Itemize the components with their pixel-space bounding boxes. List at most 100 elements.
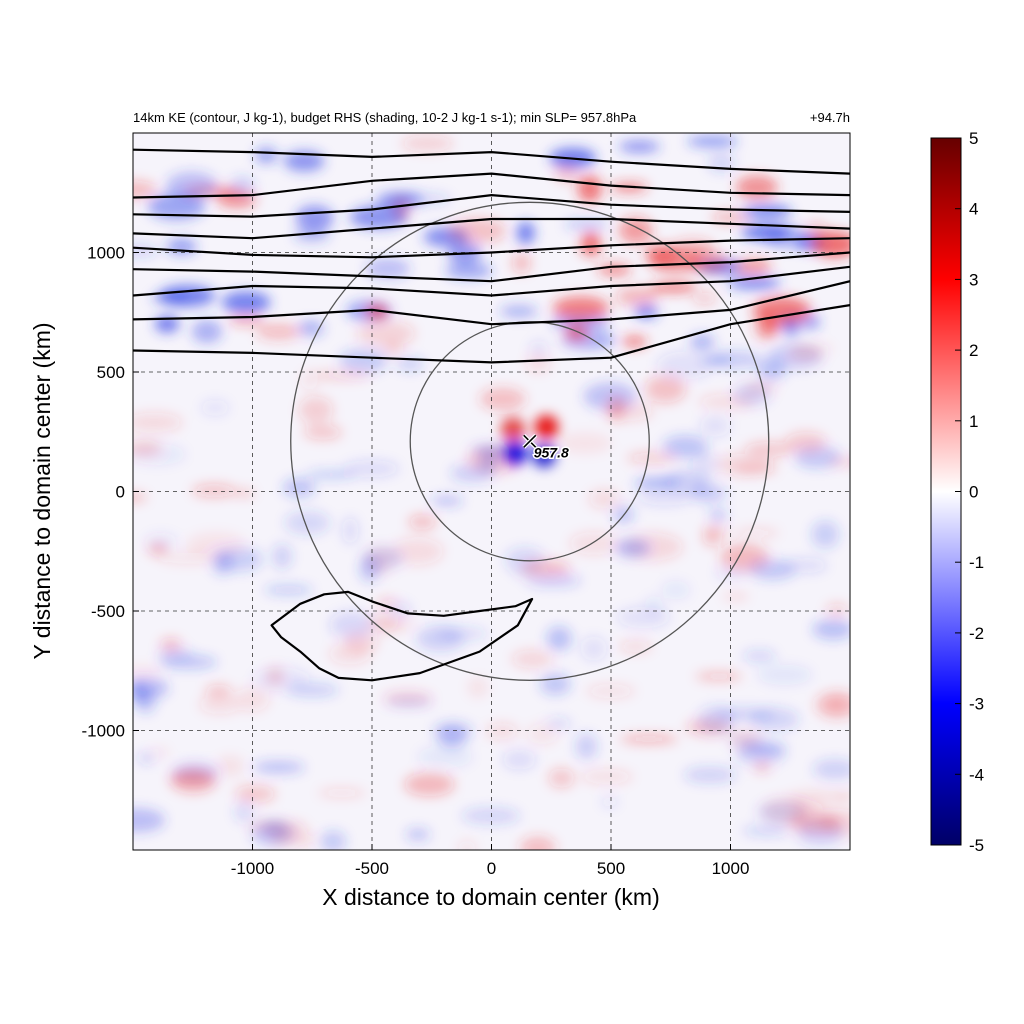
ke-contour-line [133, 304, 850, 364]
shading-blob [644, 375, 687, 403]
shading-blob [283, 150, 325, 172]
shading-blob [406, 828, 430, 841]
shading-blob [616, 606, 671, 629]
shading-blob [401, 135, 454, 152]
shading-blob [827, 457, 850, 467]
shading-blob [812, 619, 850, 640]
shading-blob [813, 759, 850, 780]
shading-blob [138, 752, 155, 764]
shading-blob [612, 505, 635, 524]
shading-blob [575, 733, 598, 760]
shading-blob [686, 135, 738, 148]
shading-blob [699, 414, 731, 437]
colorbar-tick-label: -5 [969, 836, 984, 855]
shading-blob [683, 766, 737, 784]
shading-blob [551, 315, 610, 329]
colorbar-tick-label: -1 [969, 553, 984, 572]
shading-blob [457, 840, 477, 850]
shading-blob [785, 432, 827, 453]
shading-blob [618, 640, 653, 653]
y-tick-label: -1000 [82, 722, 125, 741]
shading-blob [580, 769, 634, 785]
shading-blob [529, 340, 548, 357]
ke-closed-contour [270, 590, 534, 682]
shading-blob [216, 190, 257, 209]
shading-blob [248, 821, 308, 833]
shading-blob [356, 320, 416, 347]
y-axis-title: Y distance to domain center (km) [29, 322, 55, 659]
shading-blob [284, 511, 331, 535]
shading-blob [221, 291, 271, 314]
shading-blob [149, 748, 170, 757]
shading-blob [186, 532, 246, 558]
x-axis-title: X distance to domain center (km) [322, 884, 659, 910]
shading-blob [339, 348, 388, 373]
shading-blob [255, 323, 301, 340]
shading-blob [265, 666, 285, 687]
shading-blob [539, 673, 571, 695]
shading-blob [198, 694, 242, 715]
shading-blob [525, 574, 582, 587]
range-circle [290, 201, 770, 681]
colorbar-tick-label: 4 [969, 200, 978, 219]
shading-blob [268, 831, 316, 846]
shading-blob [343, 460, 400, 478]
min-slp-label: 957.8 [534, 444, 569, 460]
shading-blob [661, 580, 691, 600]
storm-core-blob [532, 443, 557, 468]
plot-area: 957.8 [133, 133, 850, 850]
shading-blob [233, 801, 255, 823]
shading-blob [349, 205, 408, 230]
shading-blob [577, 175, 602, 203]
shading-blob [147, 192, 206, 221]
shading-blob [552, 296, 609, 320]
y-tick-label: 0 [116, 483, 125, 502]
shading-blob [735, 258, 772, 275]
shading-blob [564, 219, 609, 230]
shading-blob [342, 516, 359, 545]
shading-blob [235, 785, 276, 803]
colorbar-tick-label: 0 [969, 483, 978, 502]
shading-blob [711, 211, 750, 224]
shading-blob [742, 204, 792, 219]
ke-contour-line [133, 265, 850, 297]
shading-blob [709, 508, 728, 522]
colorbar-ticks: -5 -4 -3 -2 -1 0 1 2 3 4 5 [955, 129, 984, 855]
shading-blob [626, 452, 677, 464]
shading-blob [620, 734, 679, 744]
y-tick-label: 500 [97, 363, 125, 382]
shading-blob [735, 175, 778, 200]
storm-center-marker [523, 434, 537, 448]
shading-blob [391, 537, 444, 566]
storm-core-blob [503, 441, 528, 466]
shading-blob [742, 650, 777, 662]
shading-blob [690, 484, 727, 503]
shading-blob [648, 250, 702, 272]
shading-blob [788, 812, 842, 833]
shading-blob [825, 603, 849, 617]
shading-blob [367, 615, 399, 632]
shading-blob [205, 684, 233, 698]
shading-blob [757, 664, 813, 686]
shading-blob [733, 465, 778, 474]
ke-contours [133, 148, 850, 682]
shading-blob [133, 808, 166, 833]
shading-blob [385, 697, 433, 708]
colorbar-tick-label: -2 [969, 624, 984, 643]
shading-blob [527, 723, 558, 745]
shading-blob [702, 525, 723, 547]
shading-blob [580, 232, 602, 257]
shading-blob [502, 749, 536, 770]
x-tick-label: 1000 [712, 859, 750, 878]
shading-blob [722, 592, 749, 602]
shading-blob [264, 584, 313, 595]
shading-blob [698, 394, 757, 410]
shading-blob [714, 568, 748, 578]
shading-blob [445, 262, 492, 279]
shading-blob [297, 320, 325, 337]
ke-contour-line [133, 237, 850, 259]
shading-blob [133, 180, 158, 200]
ke-contour-line [133, 148, 850, 175]
x-tick-label: 500 [597, 859, 625, 878]
ke-contour-line [133, 280, 850, 326]
